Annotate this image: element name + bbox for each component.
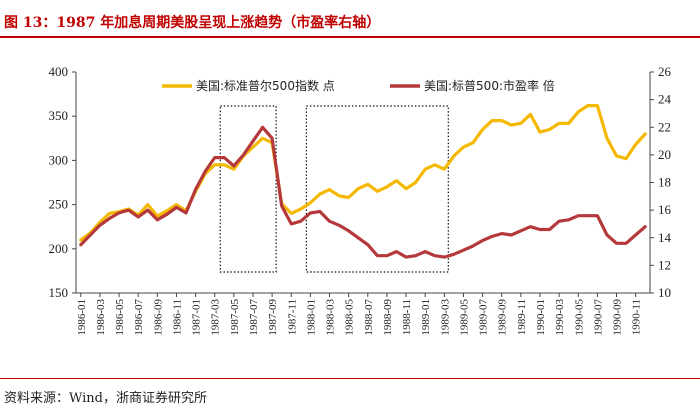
figure-title: 图 13：1987 年加息周期美股呈现上涨趋势（市盈率右轴） [4, 15, 381, 31]
x-tick-label: 1987-01 [191, 299, 203, 336]
y-right-tick-label: 14 [658, 230, 672, 245]
y-left-tick-label: 150 [49, 285, 69, 300]
x-tick-label: 1989-05 [458, 299, 470, 336]
sp500-line [79, 104, 647, 242]
x-tick-label: 1987-09 [267, 299, 279, 336]
x-tick-label: 1987-11 [286, 299, 298, 335]
x-tick-label: 1986-07 [133, 299, 145, 336]
y-left-tick-label: 250 [49, 197, 69, 212]
x-tick-label: 1989-07 [478, 299, 490, 336]
x-tick-label: 1986-01 [76, 299, 88, 336]
annotation-box-2 [305, 105, 449, 273]
x-tick-label: 1987-05 [229, 299, 241, 336]
x-tick-label: 1988-01 [305, 299, 317, 336]
y-right-tick-label: 18 [658, 175, 671, 190]
y-left-tick-label: 300 [49, 152, 69, 167]
y-right-tick-label: 16 [658, 202, 672, 217]
x-tick-label: 1986-09 [152, 299, 164, 336]
x-tick-label: 1990-09 [612, 299, 624, 336]
legend-label-1: 美国:标准普尔500指数 点 [196, 78, 335, 93]
x-tick-label: 1988-07 [363, 299, 375, 336]
x-tick-label: 1986-03 [95, 299, 107, 336]
x-tick-label: 1987-07 [248, 299, 260, 336]
x-tick-label: 1986-05 [114, 299, 126, 336]
x-tick-label: 1989-09 [497, 299, 509, 336]
x-tick-label: 1990-03 [554, 299, 566, 336]
y-left-tick-label: 200 [49, 241, 69, 256]
x-tick-label: 1989-11 [516, 299, 528, 335]
x-tick-label: 1989-01 [420, 299, 432, 336]
x-tick-label: 1990-07 [592, 299, 604, 336]
series-lines [79, 104, 647, 259]
y-right-tick-label: 12 [658, 257, 671, 272]
annotation-box-1 [219, 105, 277, 273]
legend: 美国:标准普尔500指数 点 美国:标普500:市盈率 倍 [162, 78, 555, 93]
y-right-tick-label: 26 [658, 64, 672, 79]
x-tick-label: 1986-11 [171, 299, 183, 335]
y-left-tick-label: 350 [49, 108, 69, 123]
source-rule [0, 378, 700, 379]
y-right-tick-label: 10 [658, 285, 671, 300]
x-tick-label: 1988-05 [344, 299, 356, 336]
y-right-tick-label: 22 [658, 119, 671, 134]
y-right-tick-label: 24 [658, 92, 672, 107]
y-right-tick-label: 20 [658, 147, 671, 162]
title-rule [0, 36, 700, 38]
x-tick-label: 1990-05 [573, 299, 585, 336]
x-tick-label: 1988-09 [382, 299, 394, 336]
pe-ratio-line [79, 125, 647, 259]
source-note: 资料来源：Wind，浙商证券研究所 [4, 391, 207, 406]
legend-label-2: 美国:标普500:市盈率 倍 [424, 78, 555, 93]
axes: 150 200 250 300 350 400 10 12 14 16 18 20 22 24 26 1986… [49, 64, 672, 336]
x-tick-label: 1987-03 [210, 299, 222, 336]
x-tick-label: 1989-03 [439, 299, 451, 336]
x-tick-label: 1988-03 [325, 299, 337, 336]
y-left-tick-label: 400 [49, 64, 69, 79]
annotation-boxes [219, 105, 449, 273]
x-tick-label: 1990-11 [631, 299, 643, 335]
x-tick-label: 1988-11 [401, 299, 413, 335]
chart: 150 200 250 300 350 400 10 12 14 16 18 20 22 24 26 1986… [49, 64, 672, 336]
x-tick-label: 1990-01 [535, 299, 547, 336]
